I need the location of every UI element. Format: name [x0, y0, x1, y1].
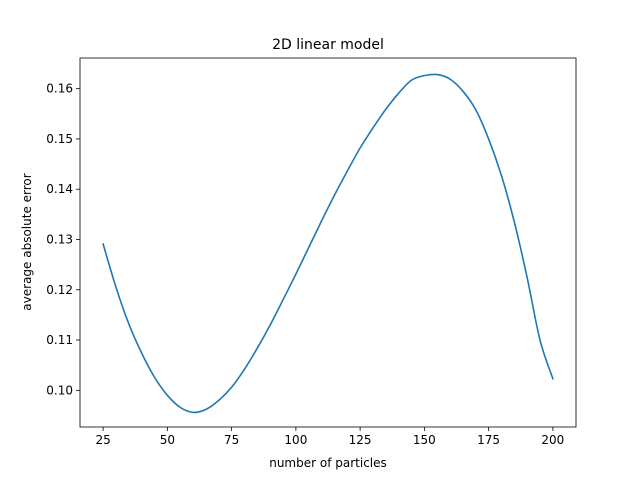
x-tick-label: 50 — [160, 433, 175, 447]
x-tick-label: 150 — [413, 433, 436, 447]
x-tick-label: 75 — [224, 433, 239, 447]
x-tick-label: 175 — [477, 433, 500, 447]
x-axis: 25 50 75 100 125 150 175 200 — [95, 427, 564, 447]
x-tick-label: 25 — [95, 433, 110, 447]
chart-title: 2D linear model — [272, 37, 384, 53]
x-tick-label: 125 — [349, 433, 372, 447]
x-tick-label: 100 — [284, 433, 307, 447]
plot-frame — [79, 57, 577, 428]
x-tick-label: 200 — [541, 433, 564, 447]
y-tick-label: 0.15 — [46, 132, 73, 146]
y-axis-label: average absolute error — [20, 173, 34, 310]
y-tick-label: 0.10 — [46, 383, 73, 397]
y-tick-label: 0.16 — [46, 82, 73, 96]
x-axis-label: number of particles — [269, 456, 387, 470]
series-layer — [102, 73, 554, 414]
plot-area — [79, 57, 577, 428]
y-tick-label: 0.12 — [46, 283, 73, 297]
series-line — [102, 73, 554, 414]
y-tick-label: 0.13 — [46, 232, 73, 246]
y-axis: 0.10 0.11 0.12 0.13 0.14 0.15 0.16 — [46, 82, 80, 397]
y-tick-label: 0.14 — [46, 182, 73, 196]
y-tick-label: 0.11 — [46, 333, 73, 347]
